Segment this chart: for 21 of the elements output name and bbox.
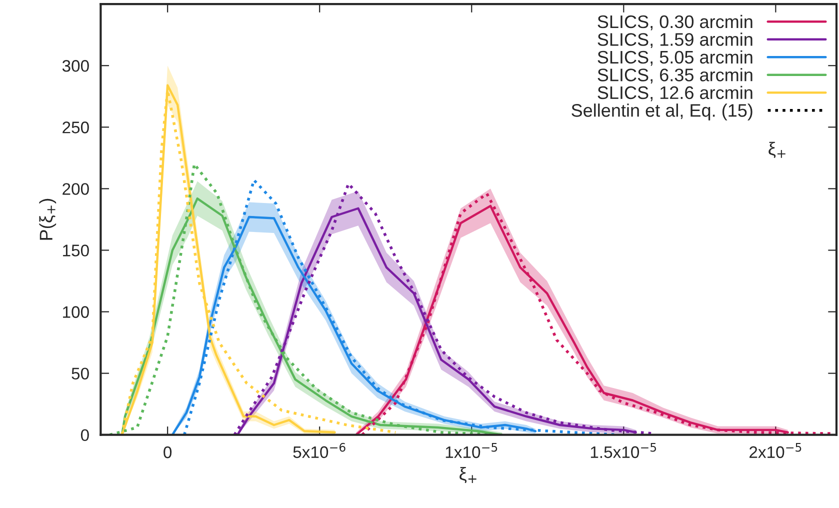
annotation: Sellentin et al, Eq. (15) [572,104,752,120]
x-axis-title: ξ$_{+}$ [460,466,476,484]
x-tick-label: 1.5x10$^{−5}$ [590,443,656,458]
y-tick-label: 250 [62,122,89,134]
legend-label: SLICS, 5.05 arcmin [598,50,752,66]
y-tick-label: 50 [72,368,89,380]
x-tick-label: 0 [164,446,172,458]
legend-label: SLICS, 0.30 arcmin [598,14,752,30]
legend-label: SLICS, 1.59 arcmin [598,32,752,48]
legend-label: SLICS, 12.6 arcmin [598,86,752,102]
y-tick-label: 150 [63,244,89,256]
y-tick-label: 200 [62,183,89,195]
legend-label: SLICS, 6.35 arcmin [598,68,752,84]
x-tick-label: 1x10$^{−5}$ [446,443,498,458]
y-tick-label: 100 [63,306,89,318]
y-tick-label: 300 [62,60,89,72]
x-tick-label: 5x10$^{−6}$ [293,442,346,458]
x-tick-label: 2x10$^{−5}$ [750,443,802,458]
y-axis-title: P(ξ$_{+}$) [39,198,56,240]
y-tick-label: 0 [80,429,89,442]
annotation: ξ$_{+}$ [768,142,786,158]
